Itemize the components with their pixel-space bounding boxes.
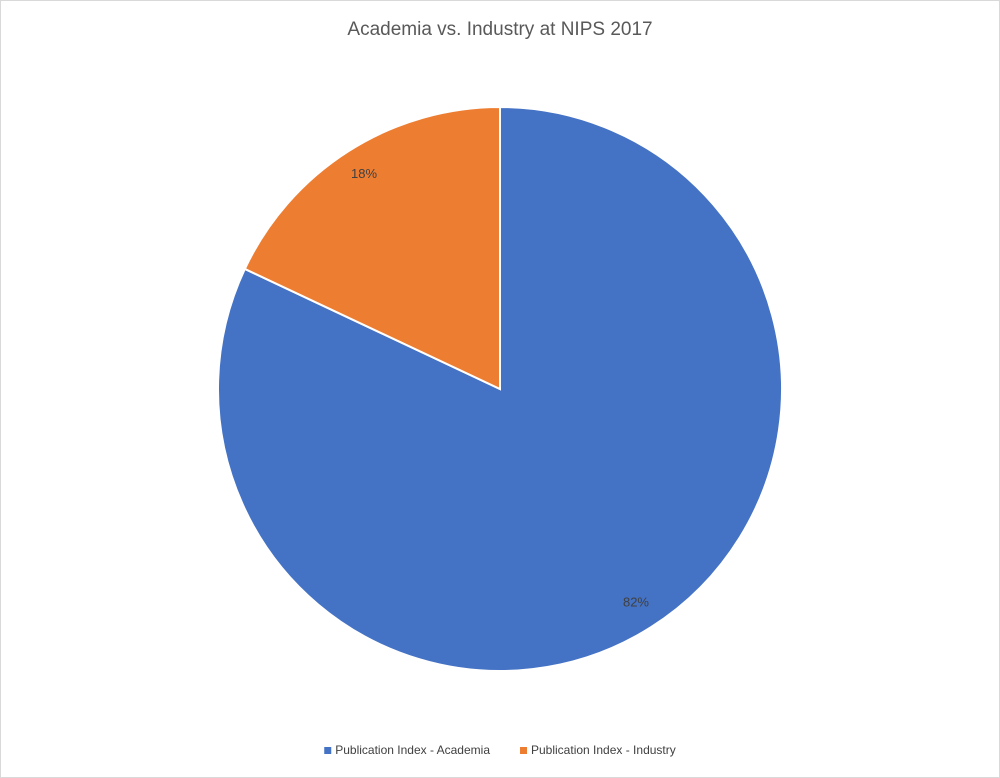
- pie-slice: [217, 105, 783, 672]
- data-label: 18%: [351, 166, 377, 181]
- data-label: 82%: [623, 595, 649, 610]
- pie-slice: [243, 105, 501, 391]
- legend-label: Publication Index - Academia: [335, 743, 490, 757]
- legend-label: Publication Index - Industry: [531, 743, 676, 757]
- chart-title: Academia vs. Industry at NIPS 2017: [347, 19, 652, 40]
- legend-marker: [324, 747, 332, 754]
- legend-marker: [520, 747, 528, 754]
